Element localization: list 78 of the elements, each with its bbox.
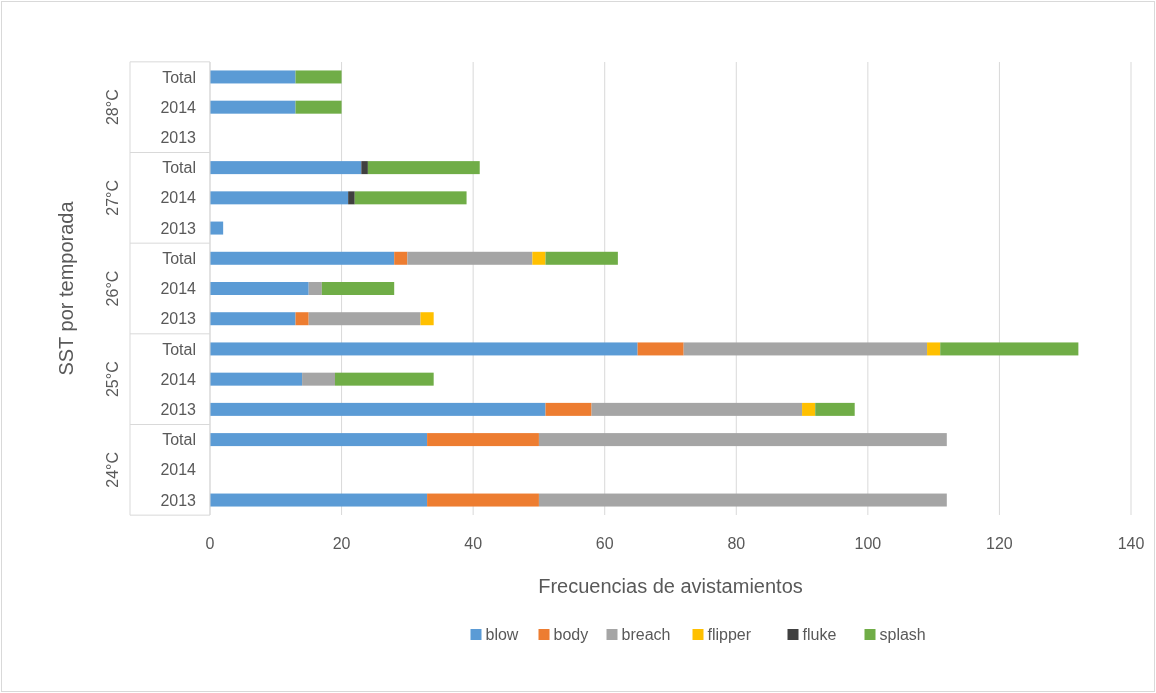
bar: [545, 251, 618, 265]
y-tick-label: 2013: [160, 129, 197, 146]
legend-label: blow: [485, 626, 519, 643]
legend-label: flipper: [707, 626, 752, 643]
y-tick-label: Total: [162, 249, 196, 267]
text: 27°C: [103, 179, 121, 216]
bar: [210, 342, 638, 356]
bar: [210, 100, 296, 114]
y-tick-label: 2013: [160, 219, 197, 237]
y-tick-label: 2014: [160, 461, 197, 479]
bar: [532, 251, 546, 265]
bar: [538, 433, 947, 447]
bar: [427, 493, 539, 507]
bar: [295, 100, 342, 114]
y-tick-label: Total: [162, 159, 196, 177]
y-tick-label: 2014: [160, 280, 197, 298]
bar: [354, 191, 467, 205]
bar: [683, 342, 928, 356]
bar: [420, 312, 434, 326]
y-tick-label: 2014: [160, 370, 197, 388]
x-tick-label: 120: [986, 535, 1013, 552]
bar: [210, 161, 362, 175]
x-tick-label: 0: [205, 535, 215, 552]
bar: [210, 312, 296, 326]
bar: [361, 161, 368, 175]
x-tick-label: 60: [595, 535, 614, 552]
bar: [308, 312, 421, 326]
y-tick-label: 2014: [160, 98, 197, 116]
bar: [637, 342, 684, 356]
y-tick-label: Total: [162, 68, 196, 86]
x-tick-label: 80: [727, 535, 746, 552]
bar: [210, 70, 296, 84]
legend-label: breach: [621, 626, 671, 643]
y-tick-label: 2013: [160, 310, 197, 328]
bar: [210, 282, 309, 295]
bar: [367, 161, 480, 175]
bar: [815, 402, 855, 416]
bar: [210, 433, 428, 447]
x-tick-label: 140: [1117, 535, 1145, 552]
legend-label: fluke: [802, 626, 837, 643]
x-tick-label: 40: [464, 535, 483, 552]
x-axis-title: Frecuencias de avistamientos: [538, 575, 803, 597]
bar: [210, 221, 224, 235]
bar: [308, 282, 322, 295]
y-tick-label: Total: [162, 340, 196, 358]
bar: [538, 493, 947, 507]
text: 24°C: [103, 451, 121, 488]
bar: [394, 251, 408, 265]
bar: [210, 372, 303, 386]
bar: [407, 251, 533, 265]
bar: [295, 70, 342, 84]
bar: [210, 493, 428, 507]
text: 28°C: [103, 89, 121, 126]
bar: [427, 433, 539, 447]
x-tick-label: 100: [854, 535, 882, 552]
legend-label: splash: [879, 626, 926, 643]
bar: [210, 402, 546, 416]
y-tick-label: Total: [162, 431, 196, 449]
bar: [802, 402, 816, 416]
bar: [940, 342, 1079, 356]
bar: [321, 282, 395, 295]
legend-label: body: [553, 626, 589, 643]
bar: [545, 402, 592, 416]
y-axis-title: SST por temporada: [55, 200, 77, 376]
y-tick-label: 2014: [160, 189, 197, 207]
bar: [210, 191, 349, 205]
bar: [295, 312, 309, 326]
x-tick-label: 20: [332, 535, 351, 552]
y-tick-label: 2013: [160, 400, 197, 418]
bar: [348, 191, 355, 205]
bar: [334, 372, 434, 386]
text: 26°C: [103, 270, 121, 307]
bar: [591, 402, 803, 416]
y-tick-label: 2013: [160, 491, 197, 509]
bar: [927, 342, 941, 356]
bar: [302, 372, 335, 386]
text: 25°C: [103, 361, 121, 398]
bar: [210, 251, 395, 265]
